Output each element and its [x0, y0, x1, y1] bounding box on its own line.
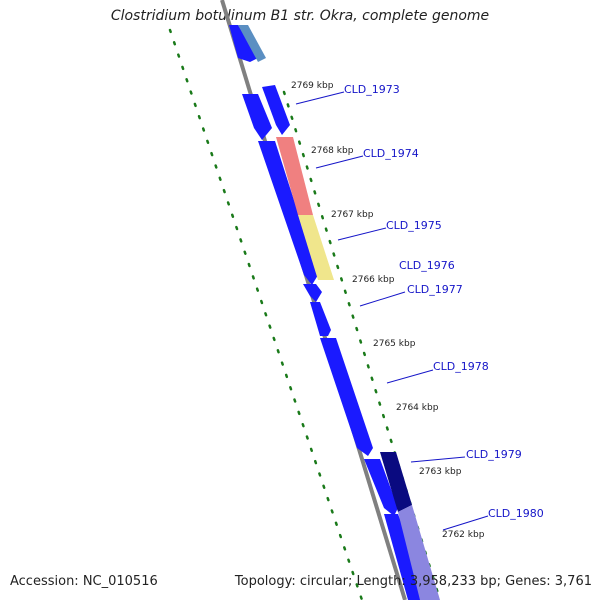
gene-label-cld-1973[interactable]: CLD_1973 [344, 83, 400, 96]
kbp-label: 2763 kbp [419, 467, 462, 477]
cds-segment[interactable] [303, 284, 322, 302]
cds-segment[interactable] [262, 85, 290, 135]
cds-segment[interactable] [320, 338, 373, 456]
gene-label-cld-1976[interactable]: CLD_1976 [399, 259, 455, 272]
reverse-strand-features [229, 25, 430, 600]
gc-content-track [168, 28, 364, 600]
kbp-label: 2762 kbp [442, 530, 485, 540]
cds-red[interactable] [276, 137, 313, 215]
forward-strand-features [238, 25, 440, 600]
kbp-label: 2764 kbp [396, 403, 439, 413]
label-lines [295, 91, 489, 531]
cds-segment[interactable] [310, 302, 331, 336]
cds-segment[interactable] [364, 459, 398, 516]
genome-summary-text: Topology: circular; Length: 3,958,233 bp… [234, 574, 592, 589]
cds-segment[interactable] [258, 141, 318, 285]
accession-text: Accession: NC_010516 [10, 574, 158, 589]
genome-title: Clostridium botulinum B1 str. Okra, comp… [110, 8, 490, 24]
gene-label-cld-1978[interactable]: CLD_1978 [433, 360, 489, 373]
gene-label-cld-1979[interactable]: CLD_1979 [466, 448, 522, 461]
kbp-label: 2768 kbp [311, 146, 354, 156]
cds-lavender[interactable] [398, 505, 440, 600]
kbp-label: 2766 kbp [352, 275, 395, 285]
cds-segment[interactable] [229, 25, 258, 62]
gene-label-cld-1980[interactable]: CLD_1980 [488, 507, 544, 520]
kbp-label: 2767 kbp [331, 210, 374, 220]
gene-labels: CLD_1973 CLD_1974 CLD_1975 CLD_1976 CLD_… [344, 83, 544, 520]
kbp-labels: 2769 kbp 2768 kbp 2767 kbp 2766 kbp 2765… [291, 81, 485, 540]
cds-steel[interactable] [238, 25, 266, 62]
gene-label-cld-1977[interactable]: CLD_1977 [407, 283, 463, 296]
gene-label-cld-1974[interactable]: CLD_1974 [363, 147, 419, 160]
gene-label-cld-1975[interactable]: CLD_1975 [386, 219, 442, 232]
kbp-label: 2765 kbp [373, 339, 416, 349]
cds-yellow[interactable] [298, 215, 334, 280]
cds-segment[interactable] [242, 94, 272, 140]
kbp-label: 2769 kbp [291, 81, 334, 91]
cds-navy[interactable] [380, 452, 412, 512]
